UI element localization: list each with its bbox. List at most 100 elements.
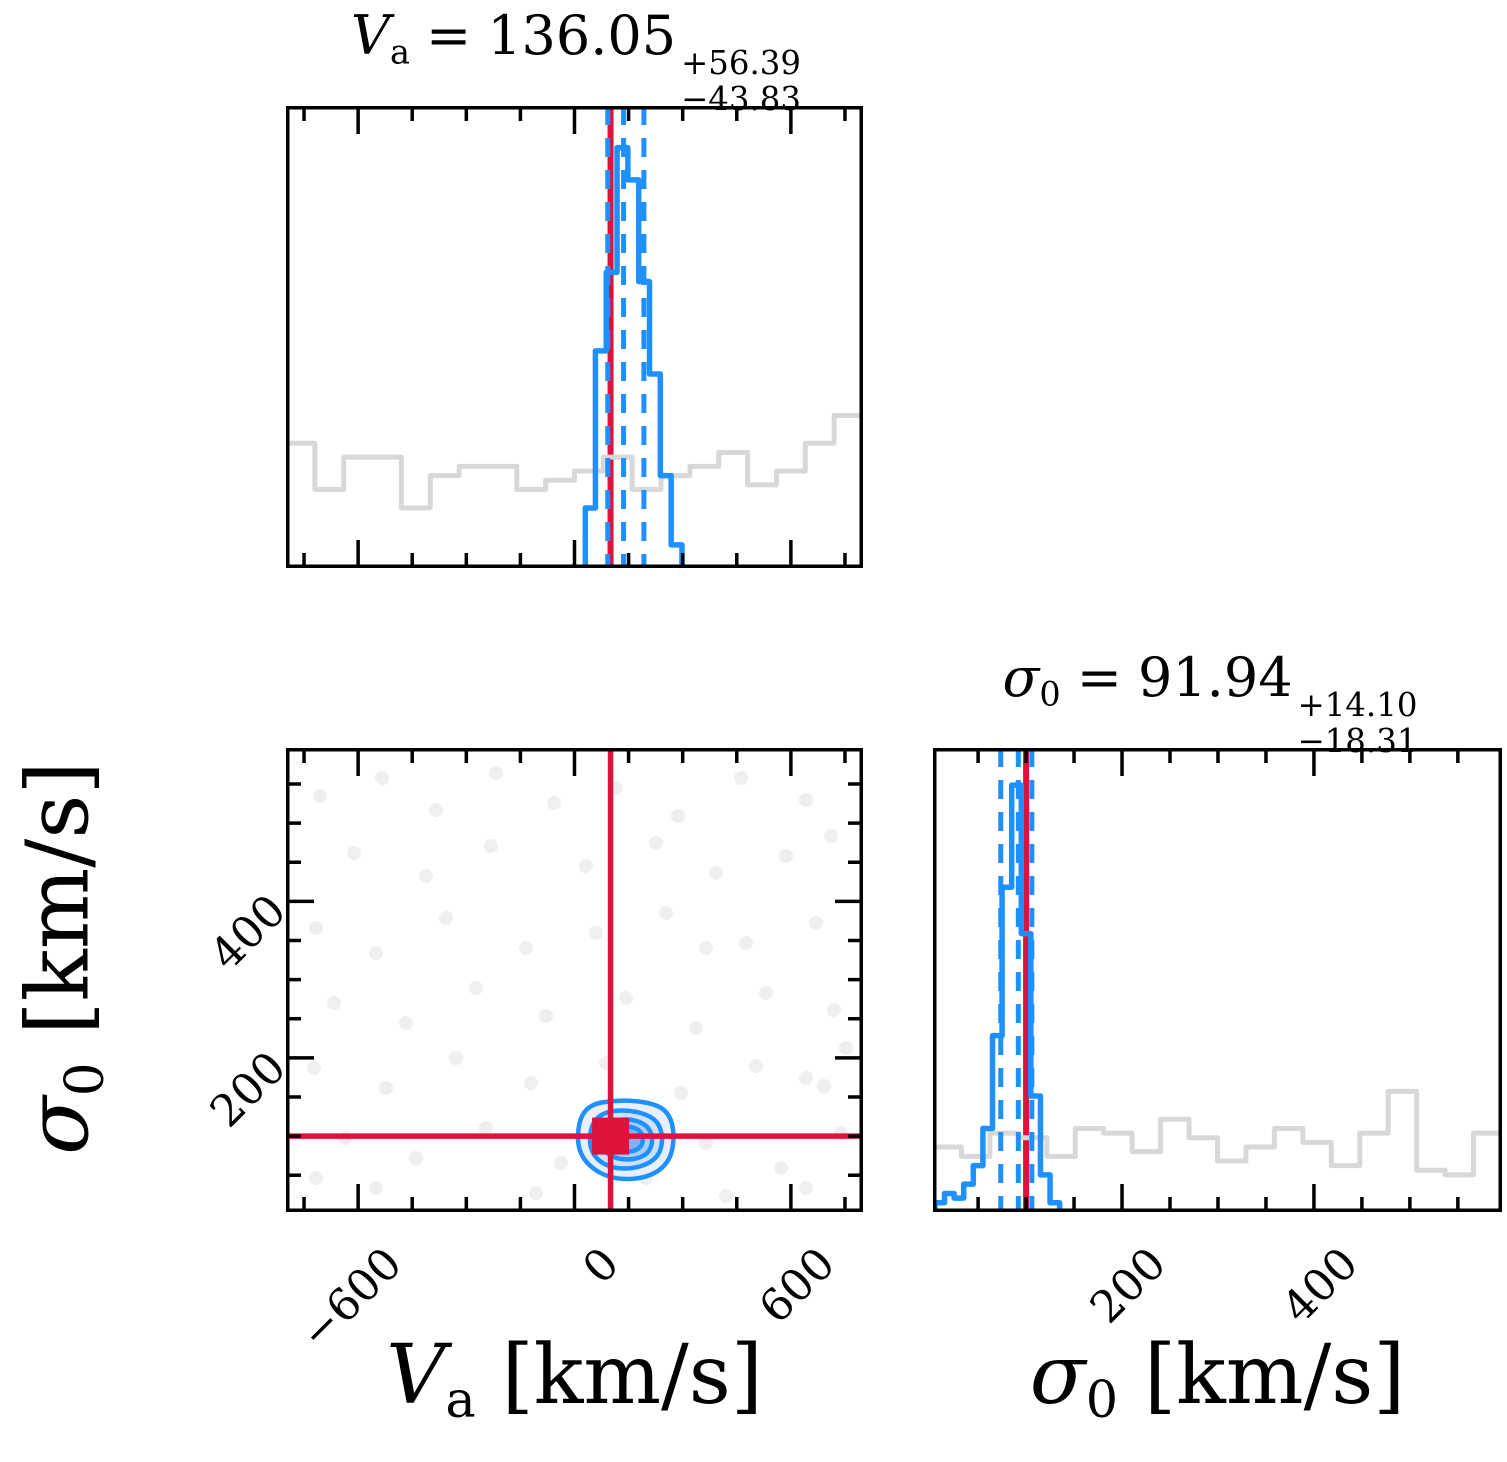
sample-point <box>839 1041 853 1055</box>
panel-va-histogram <box>286 106 863 568</box>
posterior-histogram <box>582 144 685 568</box>
panel-sigma-histogram <box>933 748 1502 1212</box>
sample-point <box>554 1156 568 1170</box>
sample-point <box>469 981 483 995</box>
sample-point <box>827 1003 841 1017</box>
sample-point <box>529 1186 543 1200</box>
y-tick-label: 200 <box>200 1041 297 1138</box>
sample-point <box>484 839 498 853</box>
title-sigma-errors: +14.10 −18.31 <box>1298 687 1418 760</box>
sample-point <box>671 809 685 823</box>
sample-point <box>309 921 323 935</box>
title-va-err-minus: −43.83 <box>681 80 802 119</box>
sample-point <box>689 1021 703 1035</box>
sample-point <box>369 946 383 960</box>
axes-frame <box>286 748 863 1212</box>
sample-point <box>539 1009 553 1023</box>
sample-point <box>709 866 723 880</box>
sample-point <box>659 906 673 920</box>
sample-point <box>419 869 433 883</box>
title-va-symbol: V <box>350 4 390 67</box>
x-tick-label: 200 <box>1080 1238 1177 1334</box>
sample-point <box>799 1181 813 1195</box>
sample-point <box>719 1189 733 1203</box>
sample-point <box>449 1051 463 1065</box>
sample-point <box>547 796 561 810</box>
x-tick-label: 600 <box>749 1238 845 1334</box>
sample-point <box>799 793 813 807</box>
sample-point <box>649 836 663 850</box>
ylabel-sigma-subscript: 0 <box>53 1062 116 1097</box>
title-sigma-value: 91.94 <box>1137 646 1293 709</box>
sample-point <box>439 911 453 925</box>
sample-point <box>759 986 773 1000</box>
title-va-errors: +56.39 −43.83 <box>681 45 801 118</box>
axes-frame <box>933 748 1502 1212</box>
sample-point <box>399 1016 413 1030</box>
sample-point <box>699 1136 713 1150</box>
sample-point <box>369 1181 383 1195</box>
sample-point <box>824 829 838 843</box>
sample-point <box>379 1081 393 1095</box>
title-sigma-err-plus: +14.10 <box>1297 686 1418 725</box>
xlabel-sigma-unit: [km/s] <box>1118 1328 1406 1423</box>
sample-point <box>579 859 593 873</box>
title-sigma-equals: = <box>1076 646 1122 709</box>
title-sigma: σ0 = 91.94 +14.10 −18.31 <box>870 646 1507 760</box>
joint-contour-svg <box>286 748 863 1212</box>
title-sigma-err-minus: −18.31 <box>1297 722 1418 761</box>
sample-point <box>699 941 713 955</box>
title-va-value: 136.05 <box>487 4 677 67</box>
x-tick-label: 400 <box>1272 1238 1368 1334</box>
sample-point <box>749 1059 763 1073</box>
sample-point <box>327 996 341 1010</box>
sample-point <box>774 1161 788 1175</box>
title-sigma-symbol: σ <box>1002 646 1040 709</box>
sample-point <box>674 1086 688 1100</box>
ylabel-sigma-rotated: σ0 [km/s] <box>9 761 116 1155</box>
sigma-histogram-svg <box>933 748 1502 1212</box>
sample-point <box>779 849 793 863</box>
x-axis-label-sigma: σ0 [km/s] <box>933 1328 1502 1429</box>
sample-point <box>313 789 327 803</box>
sample-point <box>524 1076 538 1090</box>
sample-point <box>375 771 389 785</box>
sample-point <box>809 916 823 930</box>
sample-point <box>429 803 443 817</box>
panel-joint-contour <box>286 748 863 1212</box>
sample-point <box>307 1061 321 1075</box>
sample-point <box>347 846 361 860</box>
title-sigma-subscript: 0 <box>1039 674 1061 714</box>
title-va-subscript: a <box>389 32 410 72</box>
xlabel-va-subscript: a <box>445 1370 476 1430</box>
sample-point <box>734 771 748 785</box>
prior-histogram <box>286 413 863 511</box>
title-va-equals: = <box>425 4 472 67</box>
sample-point <box>479 1121 493 1135</box>
sample-point <box>739 936 753 950</box>
xlabel-sigma-subscript: 0 <box>1085 1370 1119 1430</box>
ylabel-sigma-symbol: σ <box>8 1096 109 1155</box>
xlabel-sigma-symbol: σ <box>1029 1328 1086 1423</box>
title-va: Va = 136.05 +56.39 −43.83 <box>206 4 946 118</box>
sample-point <box>619 991 633 1005</box>
truth-marker <box>592 1117 630 1155</box>
y-tick-label: 400 <box>200 885 297 981</box>
sample-point <box>817 1079 831 1093</box>
posterior-histogram <box>933 782 1063 1212</box>
sample-point <box>309 1171 323 1185</box>
x-tick-label: 0 <box>572 1238 629 1294</box>
sample-point <box>589 926 603 940</box>
xlabel-va-symbol: V <box>386 1328 446 1423</box>
axes-frame <box>286 106 863 568</box>
xlabel-va-unit: [km/s] <box>475 1328 763 1423</box>
sample-point <box>519 941 533 955</box>
ylabel-sigma-unit: [km/s] <box>8 761 109 1063</box>
sample-point <box>799 1071 813 1085</box>
x-axis-label-va: Va [km/s] <box>286 1328 863 1429</box>
sample-point <box>409 1151 423 1165</box>
sample-point <box>489 766 503 780</box>
title-va-err-plus: +56.39 <box>681 44 802 83</box>
va-histogram-svg <box>286 106 863 568</box>
